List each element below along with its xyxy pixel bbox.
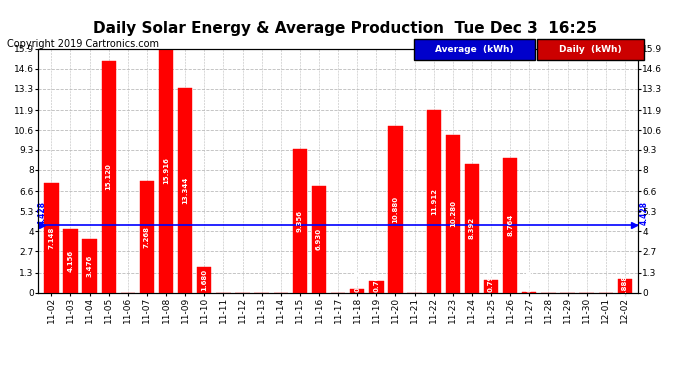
- Text: 9.356: 9.356: [297, 210, 303, 232]
- Text: 8.392: 8.392: [469, 217, 475, 239]
- Bar: [63, 229, 77, 292]
- Text: Daily Solar Energy & Average Production  Tue Dec 3  16:25: Daily Solar Energy & Average Production …: [93, 21, 597, 36]
- Text: 15.120: 15.120: [106, 163, 112, 190]
- Bar: [446, 135, 460, 292]
- Text: 0.044: 0.044: [526, 270, 532, 292]
- Text: 13.344: 13.344: [182, 177, 188, 204]
- Bar: [82, 239, 97, 292]
- Text: 0.760: 0.760: [373, 270, 380, 292]
- Text: 1.680: 1.680: [201, 268, 207, 291]
- Text: 8.764: 8.764: [507, 214, 513, 237]
- Bar: [178, 88, 193, 292]
- Bar: [101, 61, 116, 292]
- Text: 7.268: 7.268: [144, 226, 150, 248]
- Text: 0.224: 0.224: [354, 270, 360, 292]
- Bar: [140, 181, 154, 292]
- Text: 4.428: 4.428: [640, 201, 649, 225]
- Bar: [312, 186, 326, 292]
- Bar: [159, 48, 173, 292]
- Bar: [503, 158, 518, 292]
- Text: 0.792: 0.792: [488, 270, 494, 292]
- Bar: [197, 267, 211, 292]
- Bar: [350, 289, 364, 292]
- Bar: [618, 279, 632, 292]
- Text: Daily  (kWh): Daily (kWh): [559, 45, 622, 54]
- Text: 4.156: 4.156: [68, 250, 73, 272]
- Bar: [426, 110, 441, 292]
- Text: 6.930: 6.930: [316, 228, 322, 251]
- Text: 15.916: 15.916: [163, 157, 169, 184]
- Text: 0.888: 0.888: [622, 274, 628, 297]
- Text: Copyright 2019 Cartronics.com: Copyright 2019 Cartronics.com: [7, 39, 159, 50]
- Text: Average  (kWh): Average (kWh): [435, 45, 513, 54]
- Text: 11.912: 11.912: [431, 188, 437, 215]
- Text: 4.428: 4.428: [38, 201, 47, 225]
- Text: 10.880: 10.880: [393, 195, 398, 223]
- Text: 7.148: 7.148: [48, 226, 55, 249]
- Bar: [44, 183, 59, 292]
- Text: 3.476: 3.476: [86, 255, 92, 277]
- Bar: [465, 164, 479, 292]
- Bar: [369, 281, 384, 292]
- Text: 10.280: 10.280: [450, 200, 456, 227]
- Bar: [293, 149, 307, 292]
- Bar: [388, 126, 403, 292]
- Bar: [484, 280, 498, 292]
